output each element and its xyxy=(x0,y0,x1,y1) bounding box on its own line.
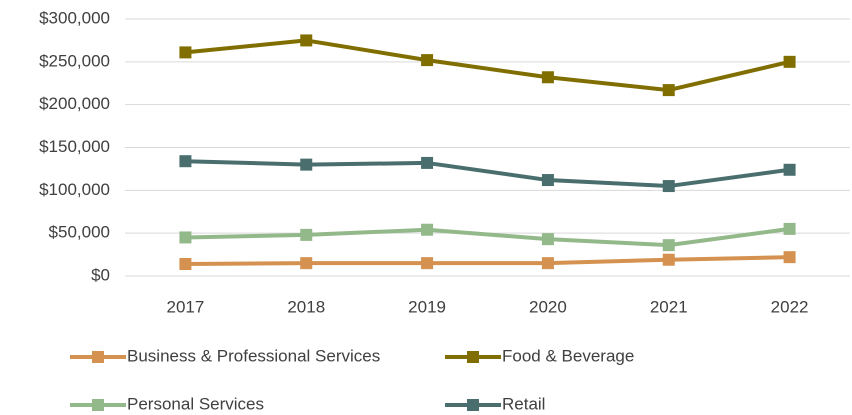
data-point xyxy=(541,233,554,246)
legend-label: Business & Professional Services xyxy=(127,346,380,365)
data-point xyxy=(662,239,675,252)
data-point xyxy=(300,228,313,241)
data-point xyxy=(300,158,313,171)
data-point xyxy=(783,55,796,68)
data-point xyxy=(179,46,192,59)
legend-swatch-marker xyxy=(467,399,479,411)
y-tick-label: $300,000 xyxy=(39,8,110,27)
y-tick-label: $0 xyxy=(91,265,110,284)
legend-swatch-marker xyxy=(467,351,479,363)
x-tick-label: 2020 xyxy=(529,297,567,316)
data-point xyxy=(541,71,554,84)
data-point xyxy=(421,223,434,236)
legend-label: Food & Beverage xyxy=(502,346,634,365)
y-tick-label: $200,000 xyxy=(39,94,110,113)
y-tick-label: $250,000 xyxy=(39,51,110,70)
legend-swatch-marker xyxy=(92,399,104,411)
legend-label: Personal Services xyxy=(127,394,264,413)
series-line xyxy=(185,159,790,189)
data-point xyxy=(662,84,675,97)
x-tick-label: 2021 xyxy=(650,297,688,316)
data-point xyxy=(783,163,796,176)
legend-swatch-marker xyxy=(92,351,104,363)
x-tick-label: 2017 xyxy=(167,297,205,316)
legend-label: Retail xyxy=(502,394,545,413)
series-line xyxy=(185,255,790,267)
data-point xyxy=(179,155,192,168)
x-tick-label: 2018 xyxy=(287,297,325,316)
data-point xyxy=(300,257,313,270)
data-point xyxy=(179,258,192,271)
data-point xyxy=(179,231,192,244)
x-tick-label: 2022 xyxy=(771,297,809,316)
series-line xyxy=(185,226,790,248)
data-point xyxy=(541,257,554,270)
data-point xyxy=(783,251,796,264)
y-tick-label: $50,000 xyxy=(49,223,110,242)
y-tick-label: $150,000 xyxy=(39,137,110,156)
series-line xyxy=(185,38,791,93)
data-point xyxy=(783,222,796,235)
y-tick-label: $100,000 xyxy=(39,180,110,199)
data-point xyxy=(421,156,434,169)
data-point xyxy=(662,253,675,266)
data-point xyxy=(300,34,313,47)
data-point xyxy=(541,174,554,187)
data-point xyxy=(662,180,675,193)
x-tick-label: 2019 xyxy=(408,297,446,316)
data-point xyxy=(421,257,434,270)
data-point xyxy=(421,54,434,67)
